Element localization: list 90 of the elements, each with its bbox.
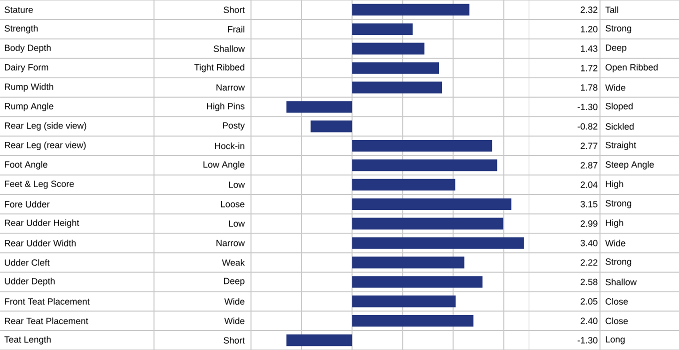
bar	[352, 314, 474, 327]
bar	[352, 198, 512, 210]
y-tick-label: Rear Leg (rear view)	[4, 142, 86, 150]
y-tick-label: Teat Length	[4, 336, 51, 344]
text: Strong	[606, 258, 632, 267]
data-label: 2.32	[580, 6, 598, 13]
data-label: 1.20	[580, 26, 598, 32]
y-tick-label: Fore Udder	[4, 200, 50, 208]
text: Deep	[224, 278, 244, 286]
bar	[352, 276, 482, 288]
bar	[352, 42, 424, 54]
y-tick-label: Udder Cleft	[4, 259, 50, 266]
data-label: 2.40	[580, 318, 598, 324]
y-tick-label: Body Depth	[4, 44, 51, 53]
data-label: 1.43	[580, 45, 598, 52]
text: Sickled	[606, 123, 634, 130]
text: Sloped	[606, 102, 633, 112]
y-tick-label: Foot Angle	[4, 161, 48, 170]
text: Strong	[606, 200, 632, 208]
text: Tall	[605, 6, 618, 14]
data-label: 3.15	[580, 200, 598, 208]
y-tick-label: Front Teat Placement	[4, 298, 90, 305]
bar	[352, 4, 470, 16]
text: Frail	[228, 26, 244, 32]
bar	[352, 159, 498, 172]
text: Narrow	[216, 240, 245, 246]
text: High Pins	[207, 102, 244, 112]
bar	[352, 256, 464, 268]
bar	[286, 101, 352, 113]
y-tick-label: Udder Depth	[4, 278, 55, 286]
bar	[310, 120, 352, 132]
bar	[352, 62, 440, 74]
y-tick-label: Rear Udder Height	[4, 219, 80, 228]
data-label: 1.72	[580, 64, 598, 72]
y-tick-label: Rear Leg (side view)	[4, 122, 86, 131]
data-label: 2.87	[580, 162, 598, 168]
data-label: 2.58	[580, 278, 598, 286]
bar	[352, 178, 456, 191]
bar	[352, 237, 524, 249]
text: Low Angle	[204, 161, 244, 170]
y-tick-label: Rump Angle	[4, 102, 54, 112]
text: Hock-in	[215, 142, 244, 150]
bar	[352, 296, 456, 308]
bar	[352, 140, 492, 152]
y-tick-label: Rear Teat Placement	[4, 318, 88, 324]
text: Wide	[224, 318, 244, 324]
text: Wide	[605, 84, 626, 91]
data-label: 2.05	[580, 298, 598, 305]
data-label: -1.30	[578, 337, 598, 344]
text: Close	[606, 298, 628, 305]
data-label: -0.82	[578, 123, 598, 130]
bar	[352, 23, 413, 35]
text: Short	[224, 336, 245, 344]
text: High	[606, 180, 624, 189]
text: Shallow	[606, 278, 637, 286]
text: Weak	[222, 259, 245, 266]
data-label: 2.22	[580, 259, 598, 266]
text: Wide	[605, 240, 626, 246]
y-tick-label: Stature	[4, 6, 33, 13]
data-label: 3.40	[580, 240, 598, 246]
text: Deep	[606, 44, 626, 53]
y-tick-label: Dairy Form	[4, 64, 48, 72]
bar	[352, 218, 504, 230]
y-tick-label: Feet & Leg Score	[4, 180, 74, 189]
data-label: 2.04	[580, 182, 598, 188]
y-tick-label: Rump Width	[4, 83, 54, 92]
text: Wide	[224, 298, 244, 305]
text: Close	[606, 318, 628, 324]
text: Loose	[221, 201, 244, 208]
data-label: 1.78	[580, 84, 598, 91]
text: Narrow	[216, 84, 245, 91]
y-tick-label: Rear Udder Width	[4, 240, 76, 246]
text: Posty	[223, 122, 245, 130]
data-label: 2.77	[580, 142, 598, 149]
text: Low	[229, 182, 245, 188]
text: Steep Angle	[606, 161, 654, 170]
bar	[286, 334, 352, 346]
bar	[352, 82, 442, 94]
text: Shallow	[214, 45, 245, 52]
text: Straight	[606, 142, 636, 150]
text: Short	[224, 6, 245, 14]
data-label: -1.30	[578, 104, 598, 110]
text: Open Ribbed	[606, 64, 658, 72]
text: High	[606, 219, 624, 228]
data-label: 2.99	[580, 220, 598, 227]
text: Long	[606, 336, 625, 344]
y-tick-label: Strength	[4, 24, 38, 34]
text: Low	[229, 220, 245, 227]
text: Tight Ribbed	[194, 64, 244, 72]
text: Strong	[606, 25, 632, 34]
